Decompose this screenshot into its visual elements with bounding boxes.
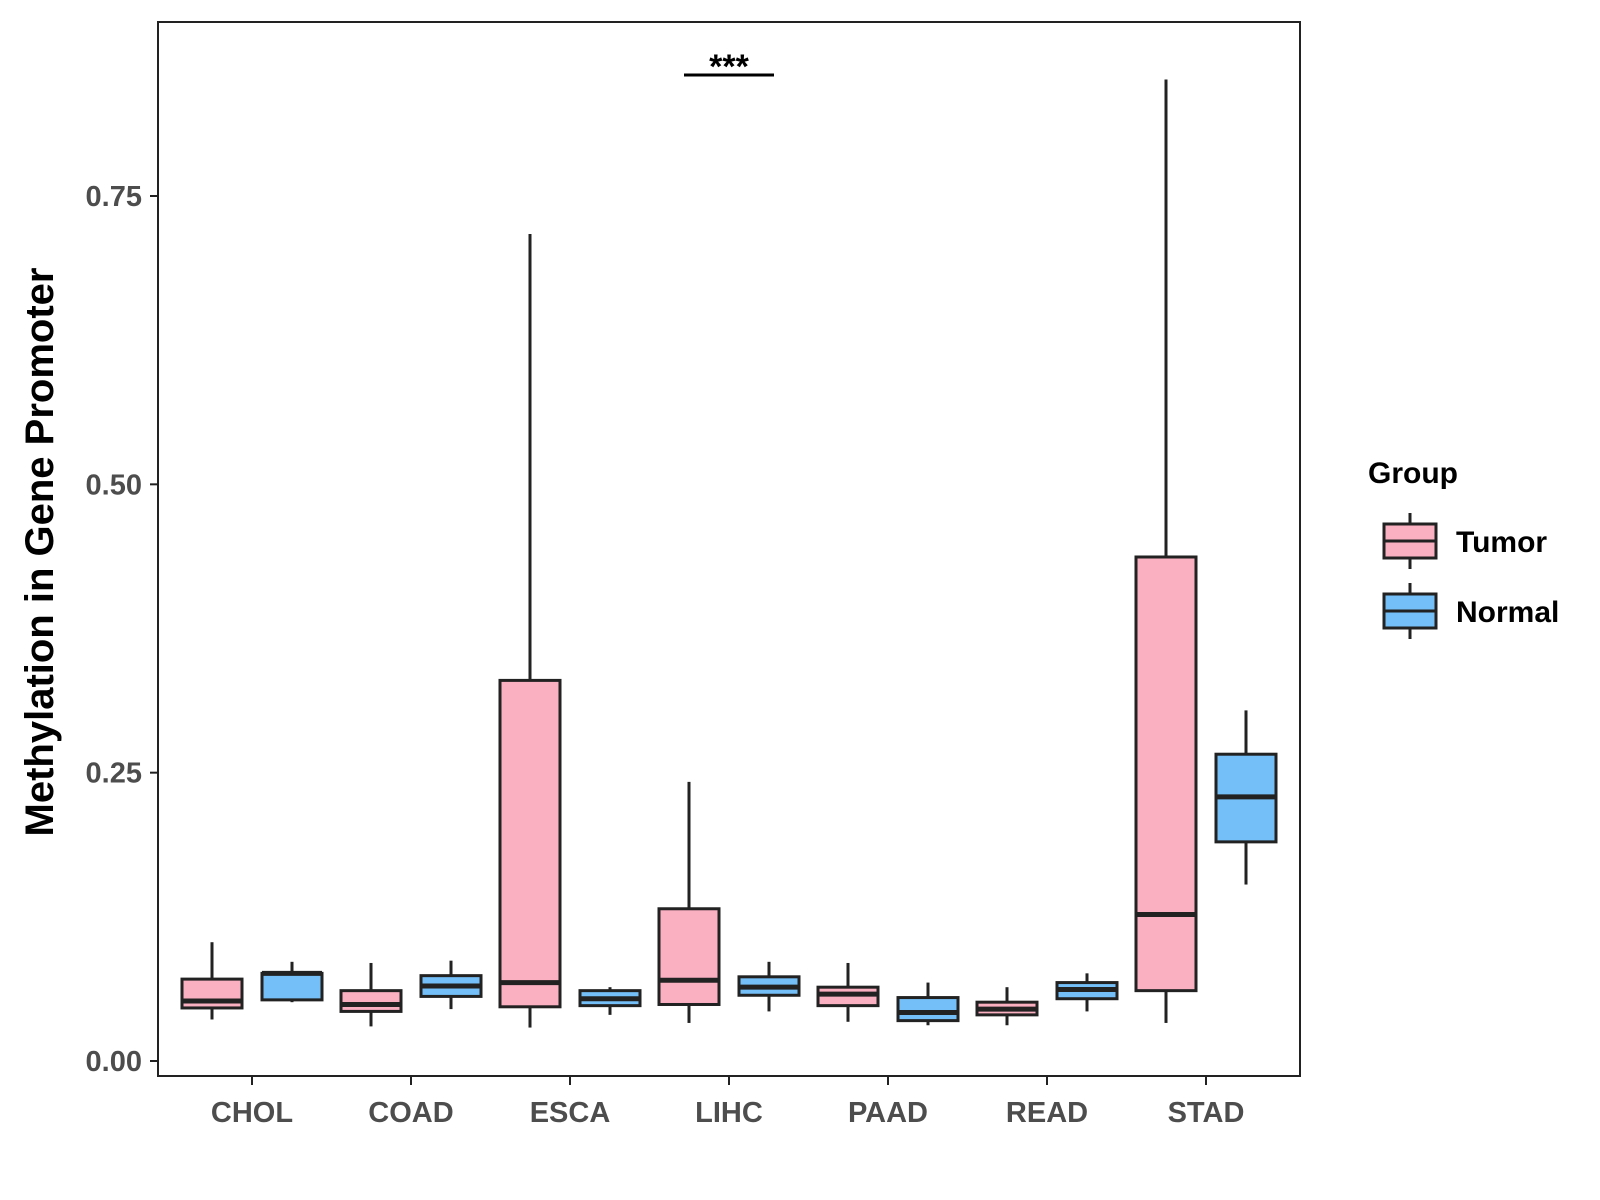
panel-background	[158, 22, 1300, 1076]
legend-label-normal: Normal	[1456, 596, 1559, 629]
box-tumor-esca	[498, 234, 562, 1028]
x-tick-label: STAD	[1168, 1097, 1245, 1129]
y-axis-title: Methylation in Gene Promoter	[18, 268, 62, 837]
annotation-layer: ***	[684, 48, 774, 86]
x-axis: CHOL COAD ESCA LIHC PAAD READ STAD	[211, 1076, 1244, 1129]
x-tick-label: CHOL	[211, 1097, 293, 1129]
box-tumor-read	[975, 987, 1039, 1026]
x-tick-label: PAAD	[848, 1097, 928, 1129]
box-body	[180, 977, 244, 1010]
box-normal-read	[1055, 973, 1119, 1012]
box-body	[498, 678, 562, 1009]
boxes-layer	[180, 79, 1278, 1028]
legend-title: Group	[1368, 457, 1458, 490]
x-tick-label: COAD	[368, 1097, 453, 1129]
box-tumor-lihc	[657, 781, 721, 1023]
box-normal-chol	[260, 961, 324, 1003]
legend: Group Tumor Normal	[1368, 457, 1559, 639]
box-normal-esca	[578, 987, 642, 1015]
box-tumor-paad	[816, 962, 880, 1022]
y-axis: 0.00 0.25 0.50 0.75	[86, 181, 158, 1078]
box-body	[896, 996, 960, 1023]
box-tumor-chol	[180, 942, 244, 1020]
significance-label: ***	[709, 48, 749, 86]
box-body	[339, 989, 403, 1013]
x-tick-label: ESCA	[530, 1097, 611, 1129]
x-tick-label: READ	[1006, 1097, 1088, 1129]
box-normal-lihc	[737, 961, 801, 1012]
box-normal-paad	[896, 982, 960, 1026]
y-tick-label: 0.75	[86, 181, 142, 213]
legend-key-tumor	[1382, 513, 1438, 569]
y-tick-label: 0.00	[86, 1046, 142, 1078]
box-body	[260, 971, 324, 1002]
y-tick-label: 0.50	[86, 469, 142, 501]
y-tick-label: 0.25	[86, 758, 142, 790]
box-body	[1134, 555, 1198, 993]
box-normal-stad	[1214, 710, 1278, 885]
legend-key-normal	[1382, 583, 1438, 639]
box-tumor-coad	[339, 962, 403, 1027]
box-body	[657, 907, 721, 1006]
legend-label-tumor: Tumor	[1456, 526, 1547, 559]
box-normal-coad	[419, 960, 483, 1010]
x-tick-label: LIHC	[695, 1097, 763, 1129]
box-tumor-stad	[1134, 79, 1198, 1023]
